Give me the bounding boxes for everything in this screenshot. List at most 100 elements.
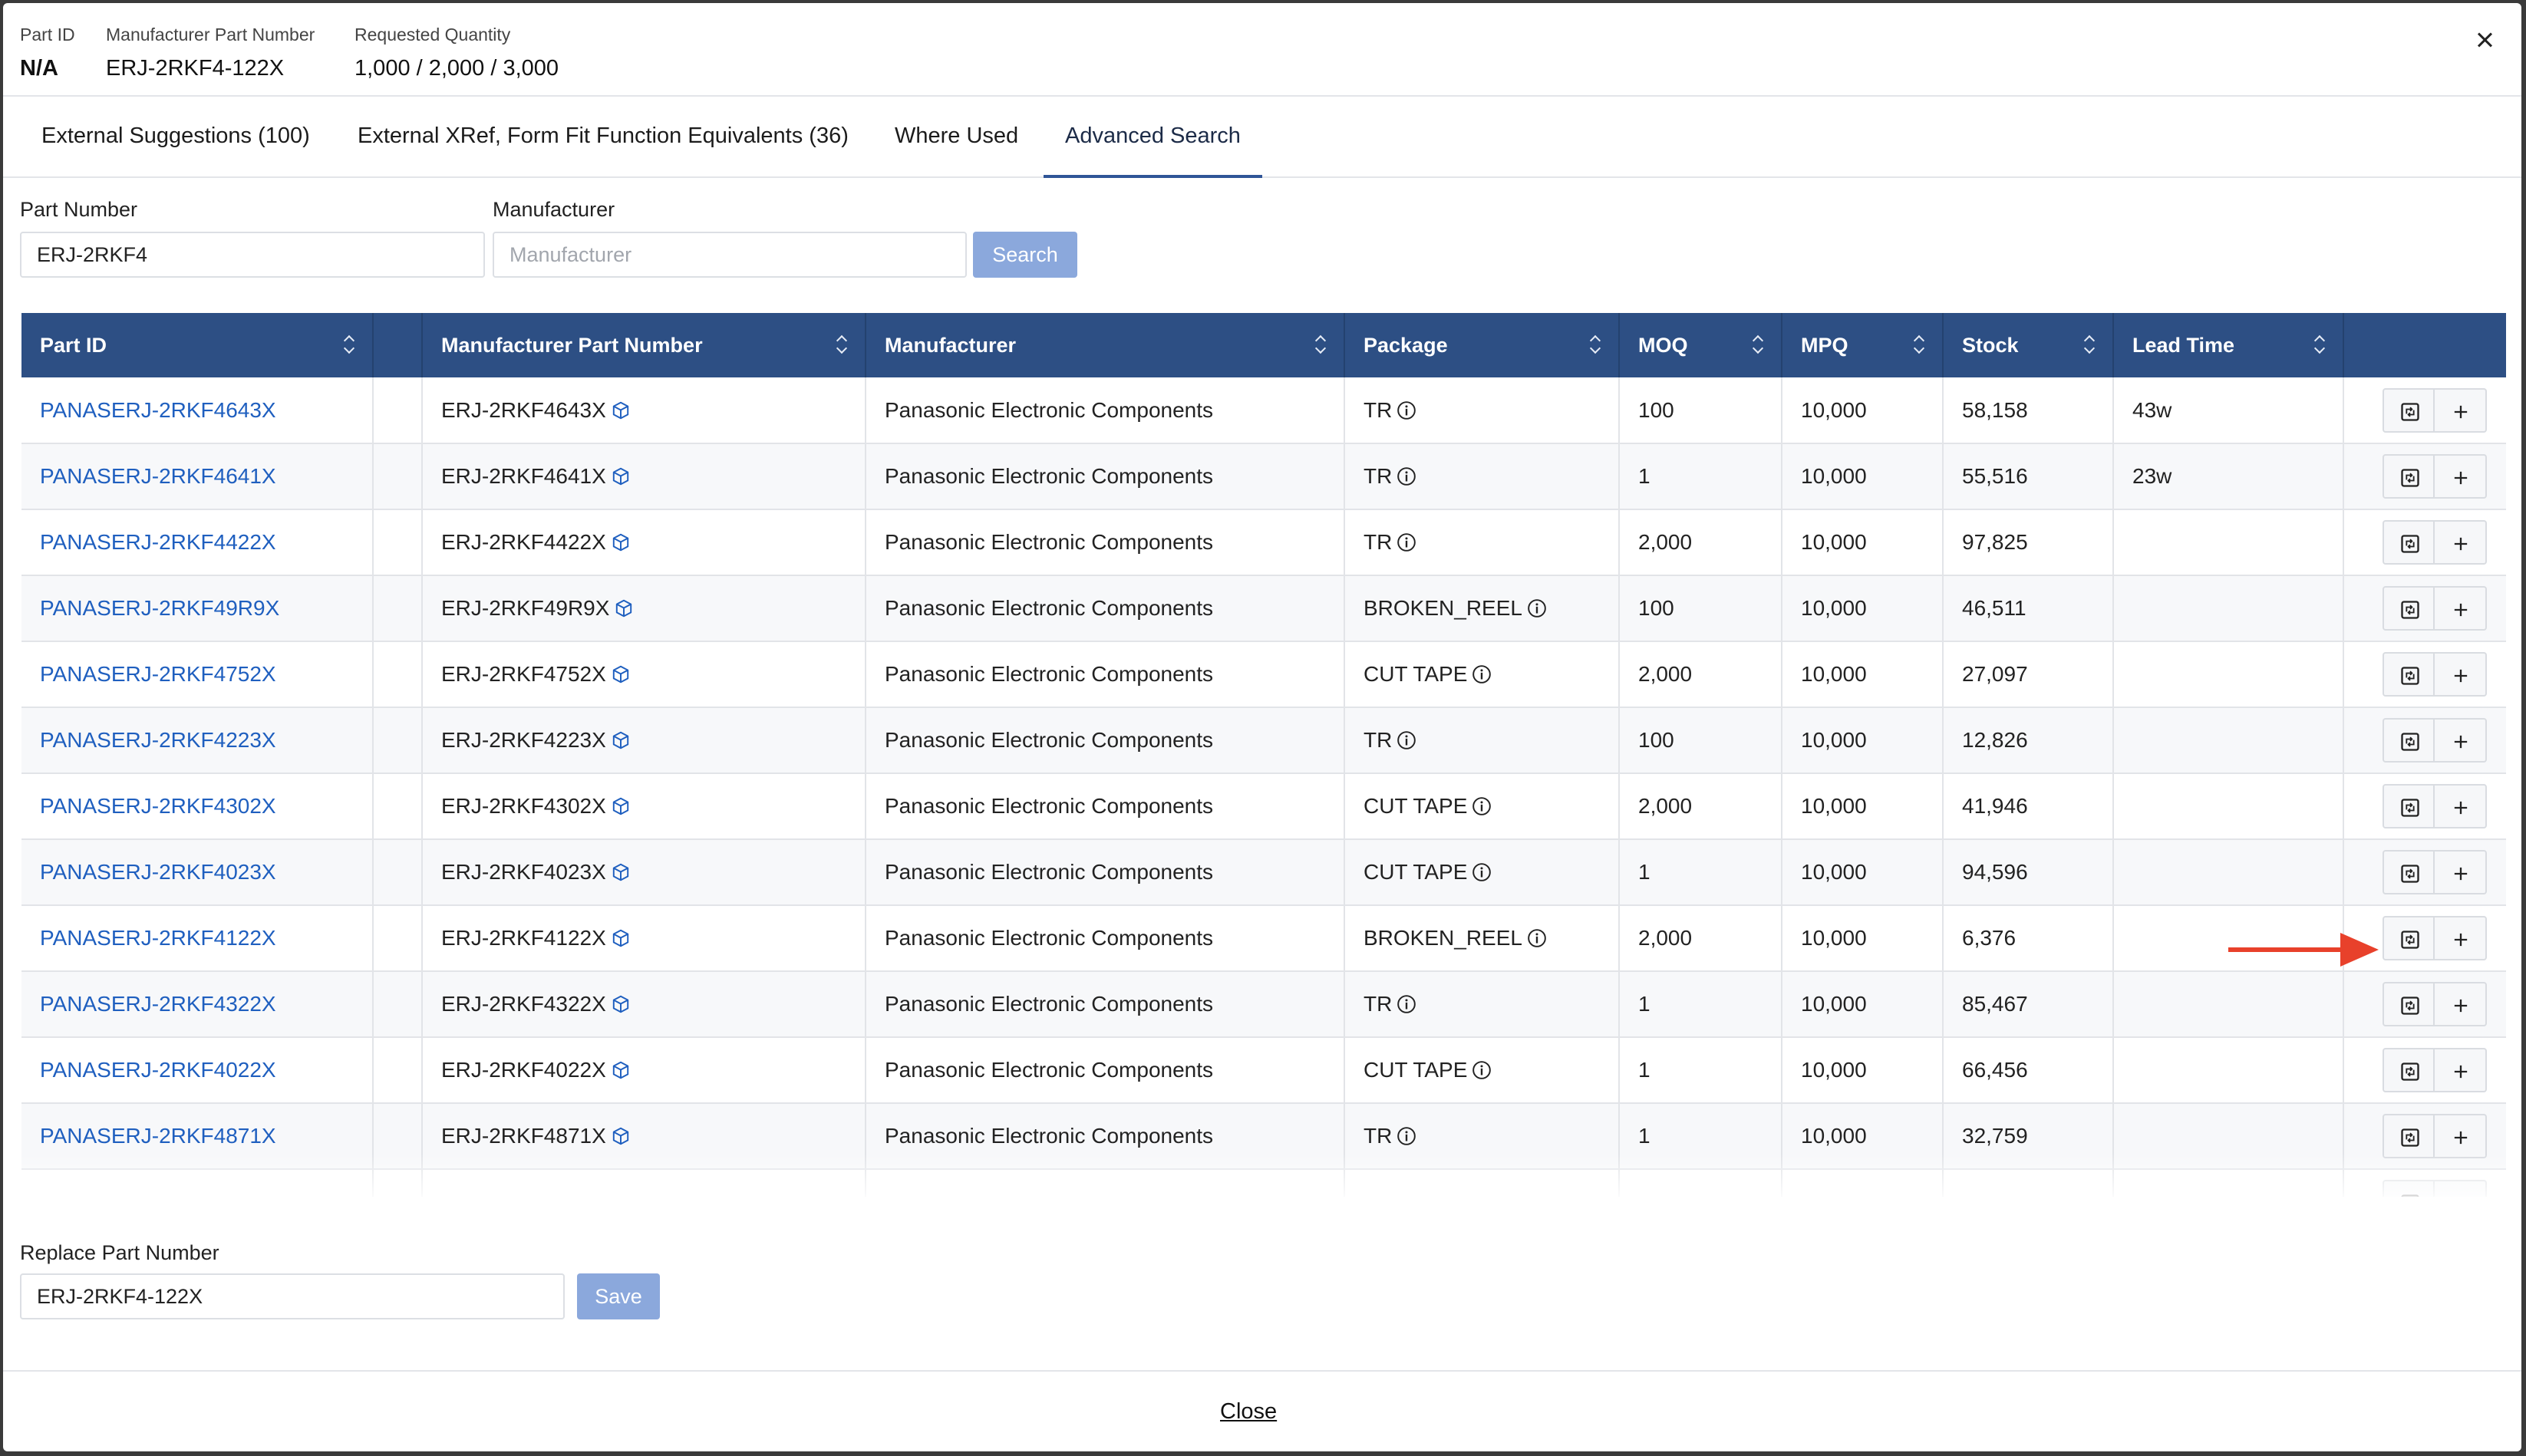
sort-icon[interactable] — [1591, 335, 1601, 355]
tab-external-xref[interactable]: External XRef, Form Fit Function Equival… — [358, 124, 849, 148]
add-button[interactable] — [2435, 387, 2487, 433]
cube-icon[interactable] — [611, 400, 631, 420]
info-icon[interactable] — [1472, 796, 1492, 816]
cube-icon[interactable] — [611, 532, 631, 552]
part-number-input[interactable] — [20, 232, 485, 278]
replace-part-button[interactable] — [2383, 586, 2435, 631]
close-icon[interactable] — [2471, 26, 2498, 54]
sort-icon[interactable] — [1914, 335, 1925, 355]
table-row[interactable]: PANASERJ-2RKF4643X ERJ-2RKF4643X Panasonic… — [21, 377, 2506, 444]
table-row[interactable]: PANASERJ-2RKF4322X ERJ-2RKF4322X Panasonic… — [21, 971, 2506, 1038]
cube-icon[interactable] — [614, 598, 634, 618]
replace-part-button[interactable] — [2383, 387, 2435, 433]
part-id-link[interactable]: PANASERJ-2RKF4422X — [21, 509, 374, 576]
replace-part-button[interactable] — [2383, 454, 2435, 499]
col-part-id[interactable]: Part ID — [21, 313, 374, 377]
table-row[interactable]: PANASERJ-2RKF4422X ERJ-2RKF4422X Panasonic… — [21, 509, 2506, 576]
add-button[interactable] — [2435, 652, 2487, 697]
sort-icon[interactable] — [2315, 335, 2326, 355]
table-row[interactable]: PANASERJ-2RKF4302X ERJ-2RKF4302X Panasonic… — [21, 773, 2506, 840]
info-icon[interactable] — [1397, 532, 1416, 552]
tab-where-used[interactable]: Where Used — [895, 124, 1019, 148]
part-id-link[interactable]: PANASERJ-2RKF4122X — [21, 905, 374, 972]
table-row[interactable]: PANASERJ-2RKF4022X ERJ-2RKF4022X Panasonic… — [21, 1037, 2506, 1104]
add-button[interactable] — [2435, 520, 2487, 565]
tab-advanced-search[interactable]: Advanced Search — [1044, 97, 1262, 178]
manufacturer-input[interactable] — [493, 232, 967, 278]
col-manufacturer[interactable]: Manufacturer — [866, 313, 1345, 377]
part-id-link[interactable]: PANASERJ-2RKF4641X — [21, 443, 374, 510]
replace-part-button[interactable] — [2383, 718, 2435, 763]
add-button[interactable] — [2435, 454, 2487, 499]
col-moq[interactable]: MOQ — [1619, 313, 1782, 377]
replace-part-button[interactable] — [2383, 652, 2435, 697]
add-button[interactable] — [2435, 1114, 2487, 1158]
cube-icon[interactable] — [611, 994, 631, 1014]
add-button[interactable] — [2435, 850, 2487, 894]
add-button[interactable] — [2435, 784, 2487, 828]
cube-icon[interactable] — [611, 862, 631, 882]
replace-part-button[interactable] — [2383, 784, 2435, 828]
replace-part-button[interactable] — [2383, 850, 2435, 894]
results-table-container[interactable]: Part ID Manufacturer Part Number Manufac… — [21, 313, 2506, 1197]
col-package[interactable]: Package — [1344, 313, 1620, 377]
sort-icon[interactable] — [345, 335, 355, 355]
cube-icon[interactable] — [611, 1126, 631, 1146]
info-icon[interactable] — [1472, 664, 1492, 684]
replace-part-button[interactable] — [2383, 1114, 2435, 1158]
info-icon[interactable] — [1397, 994, 1416, 1014]
tab-external-suggestions[interactable]: External Suggestions (100) — [41, 124, 310, 148]
info-icon[interactable] — [1397, 730, 1416, 750]
cube-icon[interactable] — [611, 730, 631, 750]
close-link[interactable]: Close — [1220, 1399, 1278, 1424]
table-row[interactable]: PANASERJ-2RKF4023X ERJ-2RKF4023X Panasonic… — [21, 839, 2506, 906]
replace-part-button[interactable] — [2383, 520, 2435, 565]
part-id-link[interactable]: PANASERJ-2RKF4022X — [21, 1037, 374, 1104]
part-id-link[interactable]: PANASERJ-2RKF4223X — [21, 707, 374, 774]
sort-icon[interactable] — [1753, 335, 1764, 355]
table-row[interactable]: PANASERJ-2RKF4752X ERJ-2RKF4752X Panasonic… — [21, 641, 2506, 708]
info-icon[interactable] — [1397, 466, 1416, 486]
sort-icon[interactable] — [1316, 335, 1327, 355]
replace-part-button[interactable] — [2383, 1048, 2435, 1092]
info-icon[interactable] — [1397, 400, 1416, 420]
sort-icon[interactable] — [2085, 335, 2096, 355]
col-lead-time[interactable]: Lead Time — [2113, 313, 2344, 377]
search-button[interactable]: Search — [973, 232, 1077, 278]
info-icon[interactable] — [1472, 862, 1492, 882]
part-id-link[interactable]: PANASERJ-2RKF4871X — [21, 1103, 374, 1170]
table-row[interactable]: PANASERJ-2RKF4223X ERJ-2RKF4223X Panasonic… — [21, 707, 2506, 774]
sort-icon[interactable] — [837, 335, 848, 355]
part-id-link[interactable]: PANASERJ-2RKF4023X — [21, 839, 374, 906]
add-button[interactable] — [2435, 982, 2487, 1026]
add-button[interactable] — [2435, 1048, 2487, 1092]
replace-part-button[interactable] — [2383, 982, 2435, 1026]
col-mpn[interactable]: Manufacturer Part Number — [422, 313, 866, 377]
add-button[interactable] — [2435, 916, 2487, 960]
cube-icon[interactable] — [611, 664, 631, 684]
replace-part-input[interactable] — [20, 1273, 565, 1319]
table-row[interactable]: PANASERJ-2RKF49R9X ERJ-2RKF49R9X Panasonic… — [21, 575, 2506, 642]
info-icon[interactable] — [1527, 598, 1547, 618]
table-row[interactable]: PANASERJ-2RKF4122X ERJ-2RKF4122X Panasonic… — [21, 905, 2506, 972]
add-button[interactable] — [2435, 586, 2487, 631]
replace-part-button[interactable] — [2383, 916, 2435, 960]
part-id-link[interactable]: PANASERJ-2RKF4643X — [21, 377, 374, 444]
table-row[interactable]: PANASERJ-2RKF4641X ERJ-2RKF4641X Panasonic… — [21, 443, 2506, 510]
info-icon[interactable] — [1397, 1126, 1416, 1146]
add-button[interactable] — [2435, 718, 2487, 763]
cube-icon[interactable] — [611, 928, 631, 948]
add-button[interactable] — [2435, 1180, 2487, 1197]
info-icon[interactable] — [1527, 928, 1547, 948]
save-button[interactable]: Save — [577, 1273, 660, 1319]
info-icon[interactable] — [1472, 1060, 1492, 1080]
part-id-link[interactable]: PANASERJ-2RKF4322X — [21, 971, 374, 1038]
cube-icon[interactable] — [611, 1060, 631, 1080]
part-id-link[interactable]: PANASERJ-2RKF4752X — [21, 641, 374, 708]
replace-part-button[interactable] — [2383, 1180, 2435, 1197]
cube-icon[interactable] — [611, 796, 631, 816]
col-mpq[interactable]: MPQ — [1782, 313, 1944, 377]
cube-icon[interactable] — [611, 466, 631, 486]
part-id-link[interactable]: PANASERJ-2RKF4302X — [21, 773, 374, 840]
table-row[interactable]: PANASERJ-2RKF4871X ERJ-2RKF4871X Panasonic… — [21, 1103, 2506, 1170]
